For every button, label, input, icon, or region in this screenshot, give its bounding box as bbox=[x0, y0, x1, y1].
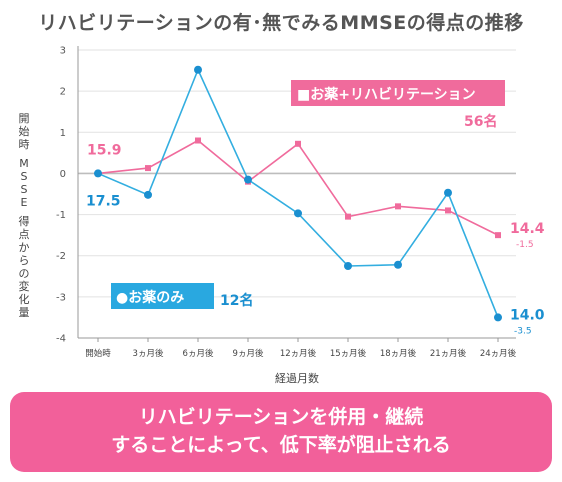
series-line bbox=[97, 139, 499, 236]
x-tick-label: 15ヵ月後 bbox=[330, 348, 367, 359]
y-axis-label-char: 量 bbox=[18, 306, 30, 319]
y-tick-label: 0 bbox=[60, 169, 66, 180]
y-tick-label: -1 bbox=[56, 210, 66, 221]
data-point-circle bbox=[394, 260, 402, 269]
start-value-label-pink: 15.9 bbox=[87, 142, 122, 158]
data-point-circle bbox=[344, 262, 352, 270]
x-tick-label: 9ヵ月後 bbox=[233, 348, 264, 359]
x-tick-label: 12ヵ月後 bbox=[280, 348, 317, 359]
start-value-label-blue: 17.5 bbox=[86, 193, 121, 209]
y-axis-label-char: 開 bbox=[18, 112, 30, 125]
end-value-label-pink: 14.4 bbox=[510, 221, 545, 237]
data-point-circle bbox=[444, 188, 452, 197]
data-point-square bbox=[295, 140, 301, 147]
data-point-circle bbox=[494, 313, 502, 322]
x-axis-title: 経過月数 bbox=[275, 372, 319, 385]
legend-count-pink: 56名 bbox=[464, 113, 497, 130]
y-axis-label-char: 得 bbox=[18, 215, 30, 228]
data-point-square bbox=[395, 203, 401, 210]
legend-label-pink: ■お薬+リハビリテーション bbox=[297, 86, 476, 103]
line-chart: 3 2 1 0 -1 -2 -3 -4 開始時 3ヵ月後 6ヵ月後 9ヵ月後 12ヵ月後 15ヵ月後 18ヵ… bbox=[56, 46, 545, 386]
series-line bbox=[97, 67, 499, 318]
y-axis-label-char: S bbox=[20, 170, 28, 183]
end-change-label-pink: -1.5 bbox=[516, 240, 534, 250]
y-tick-label: -4 bbox=[56, 334, 66, 345]
y-axis-label-char: ら bbox=[18, 254, 30, 267]
y-axis-label-char: E bbox=[20, 196, 28, 209]
x-tick-label: 18ヵ月後 bbox=[380, 348, 417, 359]
y-tick-label: -2 bbox=[56, 251, 66, 262]
legend-box-pink bbox=[291, 80, 505, 106]
y-axis-label-char: S bbox=[20, 183, 28, 196]
y-tick-label: 3 bbox=[60, 46, 66, 57]
legend-count-blue: 12名 bbox=[220, 292, 253, 309]
data-point-square bbox=[495, 232, 501, 239]
y-axis-label-char: 時 bbox=[18, 138, 30, 151]
x-tick-label: 開始時 bbox=[85, 348, 111, 359]
data-point-circle bbox=[244, 175, 252, 184]
data-point-circle bbox=[294, 209, 302, 218]
data-point-circle bbox=[94, 169, 102, 178]
x-tick-label: 21ヵ月後 bbox=[430, 348, 467, 359]
data-point-square bbox=[145, 165, 151, 172]
data-point-square bbox=[345, 213, 351, 220]
banner-line-2: することによって、低下率が阻止される bbox=[111, 434, 451, 456]
y-axis-label-char: か bbox=[18, 241, 30, 254]
x-tick-label: 3ヵ月後 bbox=[133, 348, 164, 359]
legend-label-blue: ●お薬のみ bbox=[116, 289, 184, 306]
data-point-square bbox=[445, 207, 451, 214]
data-point-square bbox=[195, 137, 201, 144]
y-tick-label: 2 bbox=[60, 87, 66, 98]
data-point-circle bbox=[144, 190, 152, 199]
y-axis-label-char: 始 bbox=[18, 125, 30, 138]
legend-box-blue bbox=[111, 283, 214, 309]
y-axis-label-char: M bbox=[19, 157, 29, 170]
conclusion-banner: リハビリテーションを併用・継続 することによって、低下率が阻止される bbox=[10, 392, 552, 472]
x-tick-label: 6ヵ月後 bbox=[183, 348, 214, 359]
x-tick-label: 24ヵ月後 bbox=[480, 348, 517, 359]
end-value-label-blue: 14.0 bbox=[510, 307, 545, 323]
banner-line-1: リハビリテーションを併用・継続 bbox=[138, 406, 424, 428]
y-axis-label-char: 変 bbox=[18, 280, 30, 293]
y-axis-label-char: 点 bbox=[18, 228, 30, 241]
chart-title: リハビリテーションの有･無でみるMMSEの得点の推移 bbox=[38, 12, 524, 34]
y-axis-label-char: 化 bbox=[18, 293, 30, 306]
data-point-circle bbox=[194, 65, 202, 74]
end-change-label-blue: -3.5 bbox=[514, 326, 532, 336]
y-tick-label: 1 bbox=[60, 128, 66, 139]
y-axis-label-char: の bbox=[18, 267, 30, 280]
y-tick-label: -3 bbox=[56, 292, 66, 303]
